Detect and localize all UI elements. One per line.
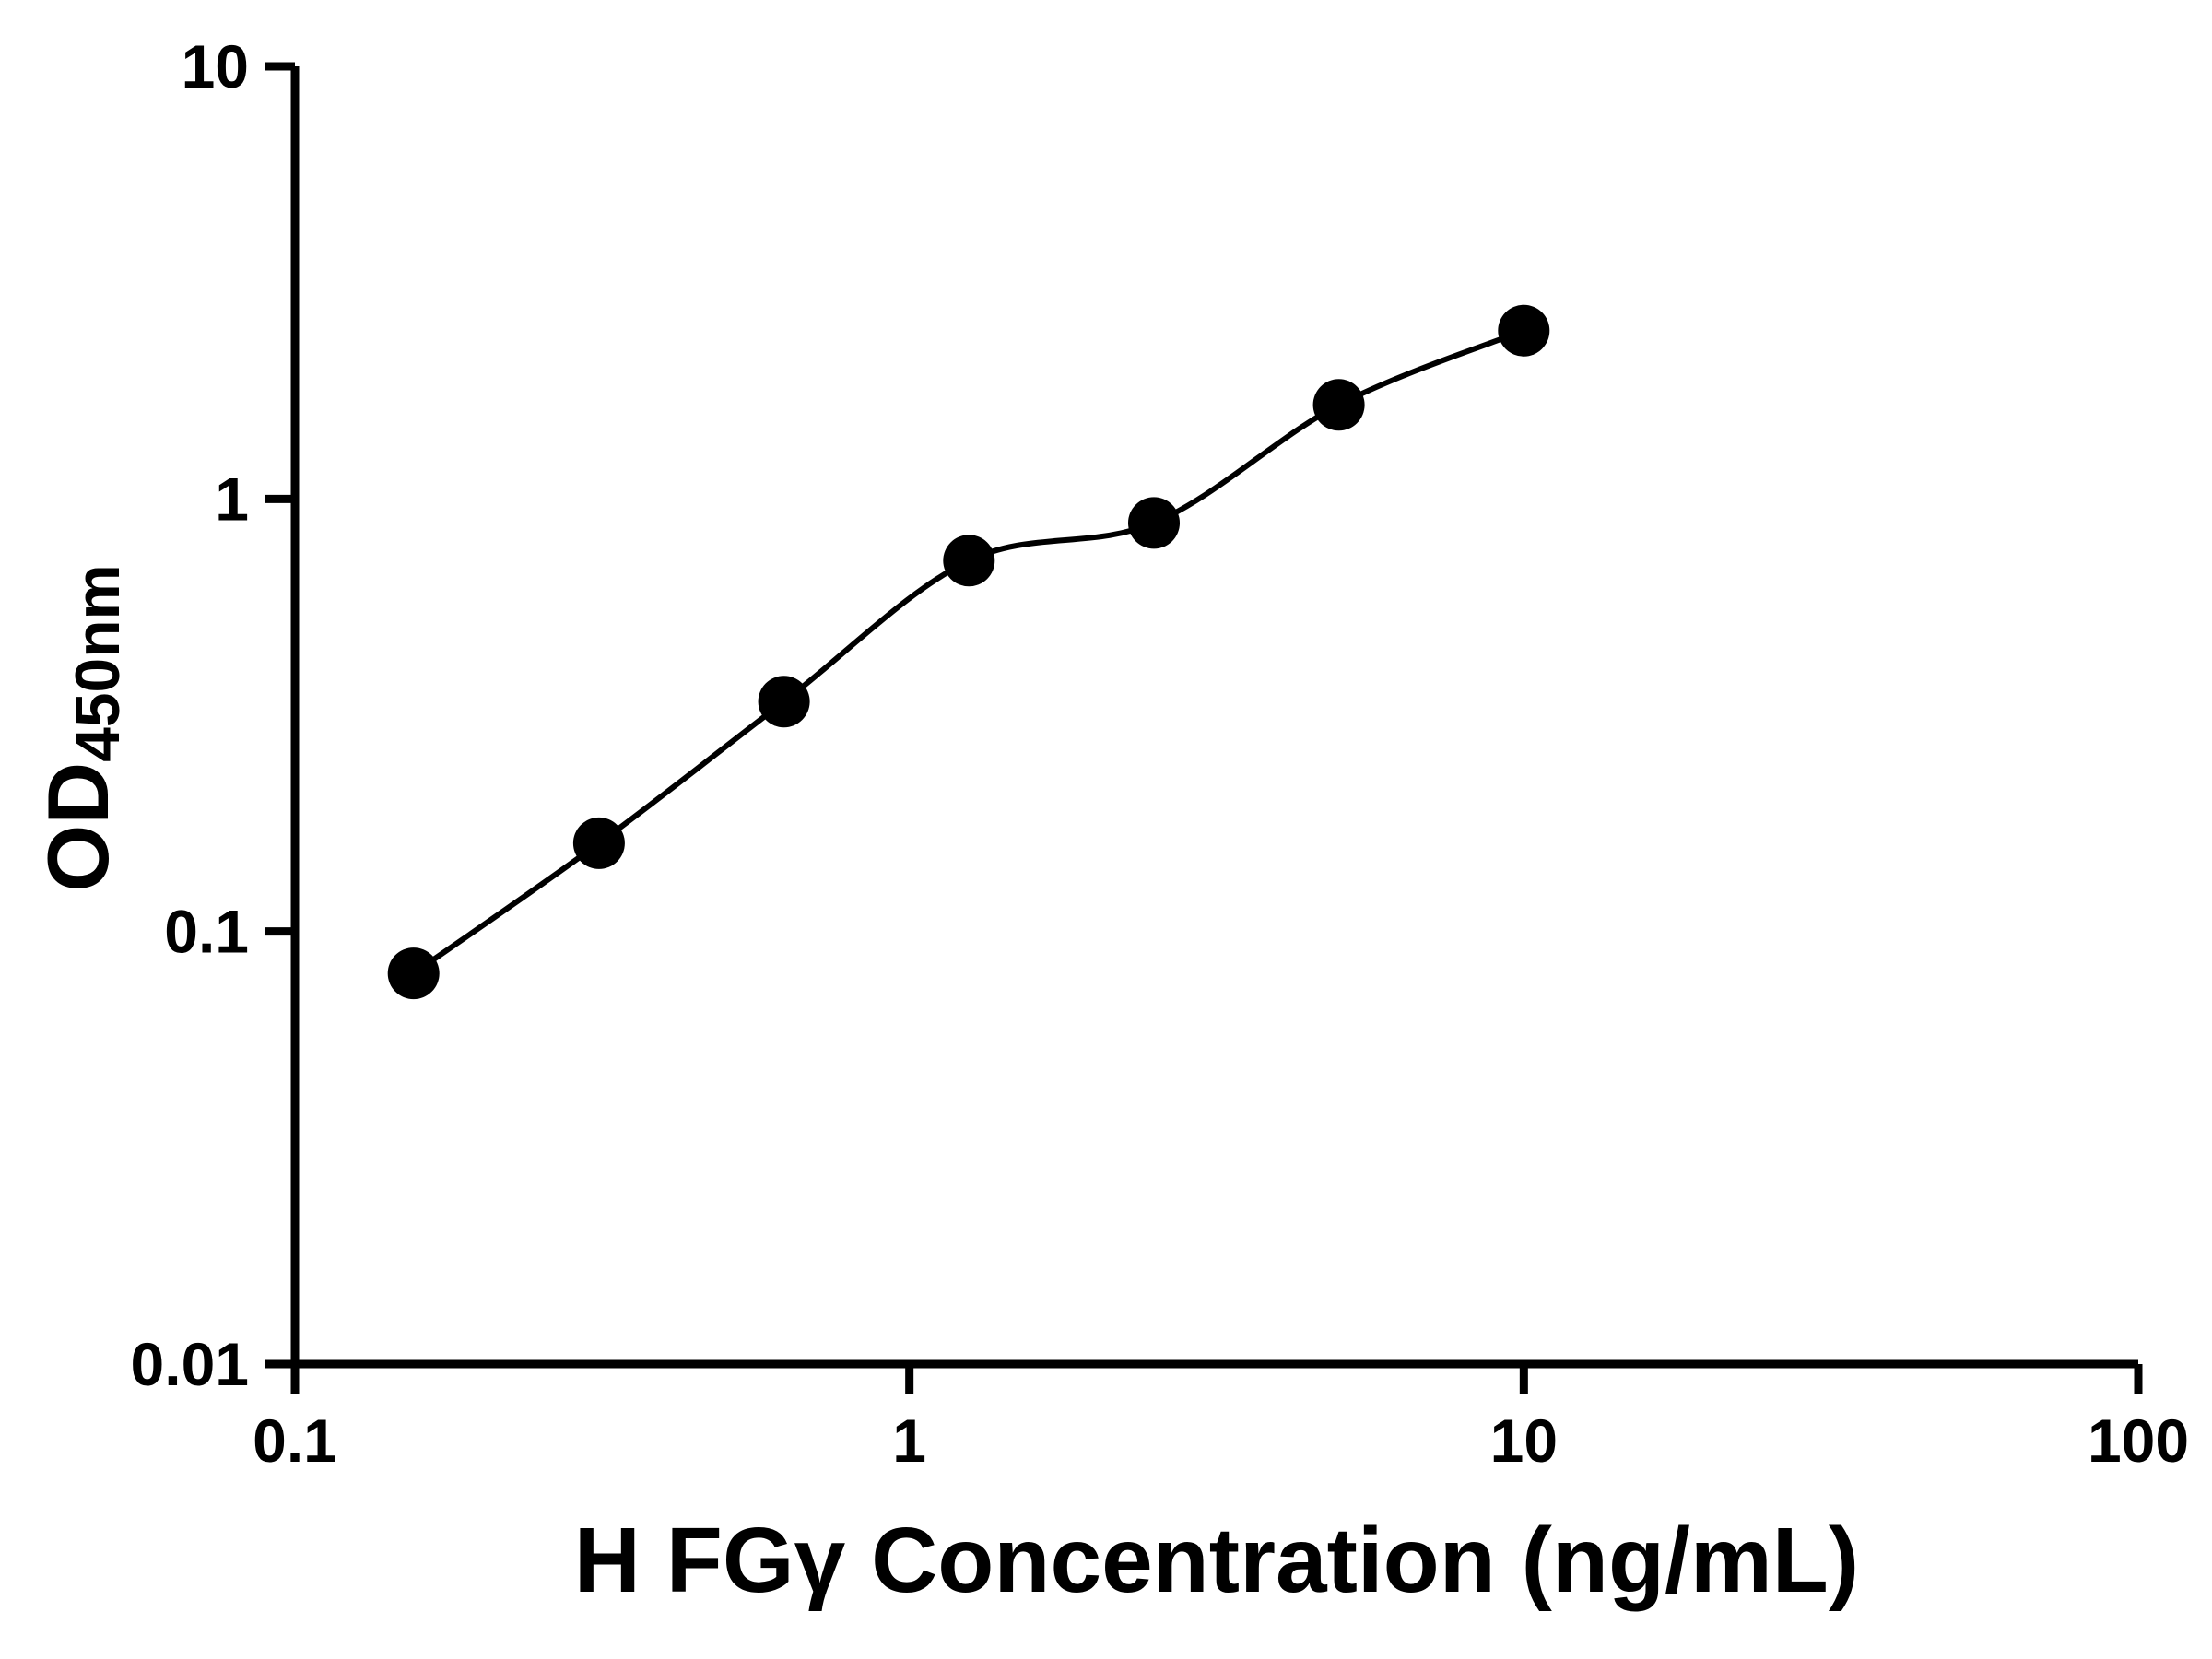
data-point [1498, 304, 1550, 357]
x-tick-label: 0.1 [253, 1406, 337, 1475]
y-axis-title-text: OD [29, 761, 126, 892]
data-point [1128, 497, 1180, 549]
y-tick-label: 0.01 [131, 1330, 249, 1398]
fit-curve [411, 327, 1525, 976]
x-tick-label: 10 [1490, 1406, 1558, 1475]
data-point [387, 947, 440, 1000]
data-point [943, 535, 995, 587]
x-tick-label: 100 [2088, 1406, 2189, 1475]
data-point [758, 676, 810, 728]
data-point [572, 817, 625, 869]
y-axis-title-subscript: 450nm [64, 564, 134, 762]
y-tick-label: 10 [182, 32, 249, 100]
axis-lines [290, 66, 2138, 1369]
x-axis-title: H FGγ Concentration (ng/mL) [573, 1509, 1860, 1612]
y-tick-label: 0.1 [164, 898, 249, 966]
data-point [1312, 379, 1365, 431]
y-axis-title: OD450nm [29, 564, 134, 891]
x-tick-label: 1 [892, 1406, 926, 1475]
y-tick-label: 1 [215, 465, 249, 533]
